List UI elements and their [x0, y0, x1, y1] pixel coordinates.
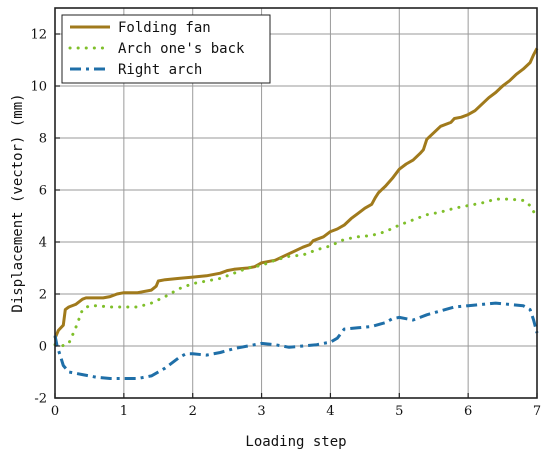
series-layer [53, 47, 539, 380]
y-tick-label: 8 [39, 132, 47, 147]
x-tick-label: 2 [189, 404, 197, 419]
y-tick-label: 0 [39, 340, 47, 355]
y-tick-label: 4 [39, 236, 47, 251]
legend-label-arch-ones-back: Arch one's back [118, 41, 245, 57]
x-tick-label: 4 [326, 404, 334, 419]
y-tick-label: 2 [39, 288, 47, 303]
x-tick-label: 1 [120, 404, 128, 419]
series-line-arch-one-s-back [53, 197, 539, 348]
series-line-folding-fan [53, 47, 539, 339]
legend-item-arch-ones-back: Arch one's back [68, 41, 245, 57]
legend: Folding fan Arch one's back Right arch [61, 14, 271, 84]
legend-label-right-arch: Right arch [118, 62, 202, 78]
x-tick-label: 3 [257, 404, 265, 419]
legend-item-right-arch: Right arch [70, 62, 202, 78]
y-tick-label: 12 [30, 28, 47, 43]
x-axis-title: Loading step [245, 434, 346, 450]
x-tick-label: 5 [395, 404, 403, 419]
y-tick-label: -2 [34, 392, 47, 407]
plot-frame [54, 7, 538, 399]
y-tick-label: 6 [39, 184, 47, 199]
legend-item-folding-fan: Folding fan [70, 20, 211, 36]
legend-label-folding-fan: Folding fan [118, 20, 211, 36]
y-tick-label: 10 [30, 80, 47, 95]
x-tick-label: 0 [51, 404, 59, 419]
x-tick-label: 6 [464, 404, 472, 419]
y-axis-title: Displacement (vector) (mm) [10, 93, 26, 312]
x-tick-label: 7 [533, 404, 541, 419]
